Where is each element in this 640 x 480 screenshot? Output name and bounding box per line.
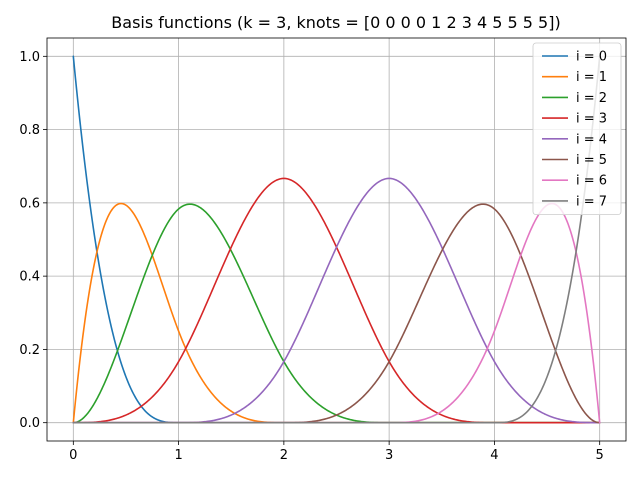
y-tick-label: 1.0 xyxy=(19,50,40,65)
series-line xyxy=(72,203,601,424)
series-line xyxy=(72,55,601,424)
x-tick-label: 1 xyxy=(174,448,182,463)
legend-label: i = 5 xyxy=(576,153,607,168)
series-line xyxy=(72,202,601,424)
chart-title: Basis functions (k = 3, knots = [0 0 0 0… xyxy=(111,13,560,32)
x-tick-label: 5 xyxy=(596,448,604,463)
legend-label: i = 3 xyxy=(576,112,607,127)
legend-label: i = 0 xyxy=(576,50,607,65)
legend-label: i = 7 xyxy=(576,194,607,209)
legend-label: i = 4 xyxy=(576,132,607,147)
legend-box xyxy=(532,42,622,216)
x-tick-label: 3 xyxy=(385,448,393,463)
y-tick-label: 0.6 xyxy=(19,196,40,211)
x-tick-label: 4 xyxy=(490,448,498,463)
y-tick-label: 0.2 xyxy=(19,343,40,358)
legend-label: i = 2 xyxy=(576,91,607,106)
series-line xyxy=(72,202,601,424)
series-line xyxy=(72,177,601,424)
x-tick-label: 2 xyxy=(280,448,288,463)
x-tick-label: 0 xyxy=(69,448,77,463)
y-tick-label: 0.8 xyxy=(19,123,40,138)
legend-label: i = 1 xyxy=(576,70,607,85)
series-line xyxy=(72,55,601,424)
series-line xyxy=(72,177,601,424)
series-lines xyxy=(72,55,601,424)
legend-label: i = 6 xyxy=(576,174,607,189)
legend: i = 0 i = 1 i = 2 i = 3 i = 4 i = 5 i = 6 i = 7 xyxy=(532,42,622,216)
y-tick-label: 0.4 xyxy=(19,270,40,285)
axis-ticks: 0 1 2 3 4 5 0.0 0.2 0.4 0.6 0.8 1.0 xyxy=(19,50,604,463)
y-tick-label: 0.0 xyxy=(19,416,40,431)
series-line xyxy=(72,203,601,424)
plot-frame xyxy=(46,37,627,442)
